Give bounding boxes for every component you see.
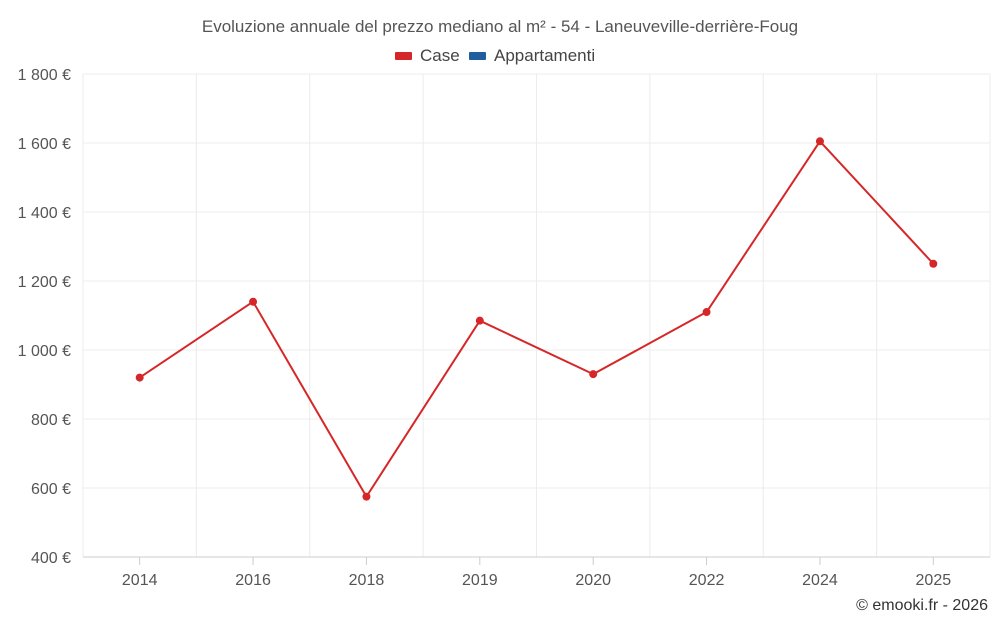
legend-swatch-case xyxy=(395,52,412,60)
data-point-case[interactable] xyxy=(362,492,371,501)
grid xyxy=(82,73,991,557)
data-point-case[interactable] xyxy=(135,373,144,382)
x-tick-label: 2019 xyxy=(462,572,498,589)
legend-item-appartamenti[interactable]: Appartamenti xyxy=(469,46,595,65)
y-tick-label: 400 € xyxy=(31,550,71,567)
data-point-case[interactable] xyxy=(702,308,711,317)
y-tick-label: 1 000 € xyxy=(18,343,71,360)
y-tick-label: 1 600 € xyxy=(18,136,71,153)
data-point-case[interactable] xyxy=(475,316,484,325)
legend-item-case[interactable]: Case xyxy=(395,46,460,65)
legend-label-appartamenti: Appartamenti xyxy=(494,46,595,65)
chart-title: Evoluzione annuale del prezzo mediano al… xyxy=(202,17,798,36)
data-point-case[interactable] xyxy=(249,297,258,306)
y-tick-label: 600 € xyxy=(31,481,71,498)
legend-swatch-appartamenti xyxy=(469,52,486,60)
series-case xyxy=(135,137,938,501)
y-tick-label: 1 200 € xyxy=(18,274,71,291)
y-axis: 400 € 600 € 800 € 1 000 € 1 200 € 1 400 € 1 60… xyxy=(18,67,71,567)
x-axis: 2014 2016 2018 2019 2020 2022 2024 2025 xyxy=(83,556,990,589)
y-tick-label: 1 800 € xyxy=(18,67,71,84)
data-point-case[interactable] xyxy=(589,370,598,379)
x-tick-label: 2020 xyxy=(575,572,611,589)
x-tick-label: 2025 xyxy=(916,572,952,589)
x-tick-label: 2014 xyxy=(122,572,158,589)
y-tick-label: 800 € xyxy=(31,412,71,429)
data-point-case[interactable] xyxy=(929,259,938,268)
x-tick-label: 2022 xyxy=(689,572,725,589)
data-point-case[interactable] xyxy=(815,137,824,146)
legend-label-case: Case xyxy=(420,46,460,65)
x-tick-label: 2018 xyxy=(349,572,385,589)
legend: Case Appartamenti xyxy=(395,46,595,65)
credit-text: © emooki.fr - 2026 xyxy=(856,597,988,614)
x-tick-label: 2024 xyxy=(802,572,838,589)
y-tick-label: 1 400 € xyxy=(18,205,71,222)
x-tick-label: 2016 xyxy=(235,572,271,589)
series-line-case xyxy=(139,140,935,498)
